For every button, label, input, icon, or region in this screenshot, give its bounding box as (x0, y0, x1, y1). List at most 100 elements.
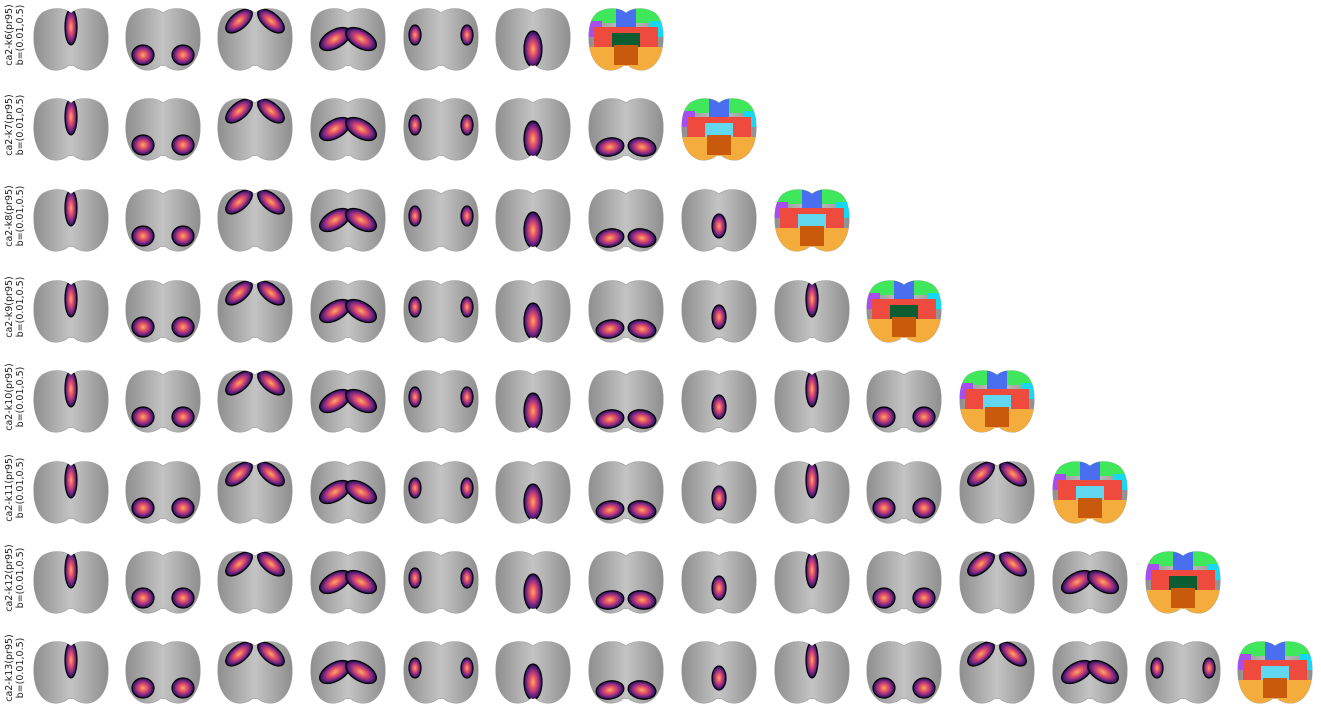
component-brain (588, 641, 664, 704)
row-label-model: ca2-k8(pr95) (4, 185, 15, 247)
component-map (308, 458, 388, 526)
row-label: ca2-k9(pr95) b=(0.01,0.5) (4, 267, 26, 347)
component-brain (681, 461, 757, 524)
component-map (215, 548, 295, 616)
component-brain (33, 189, 109, 252)
component-brain (774, 461, 850, 524)
component-brain (33, 280, 109, 343)
component-map (772, 277, 852, 345)
component-brain (1052, 641, 1128, 704)
component-map (31, 95, 111, 163)
component-brain (125, 370, 201, 433)
component-brain (959, 551, 1035, 614)
component-map (493, 548, 573, 616)
row-label-bounds: b=(0.01,0.5) (15, 185, 26, 247)
component-map (493, 458, 573, 526)
component-brain (310, 98, 386, 161)
component-map (493, 367, 573, 435)
component-map (864, 548, 944, 616)
component-brain (33, 370, 109, 433)
component-brain (310, 461, 386, 524)
component-map (308, 186, 388, 254)
component-map (215, 95, 295, 163)
component-brain (588, 551, 664, 614)
component-map (772, 367, 852, 435)
parcellation-brain (1145, 551, 1221, 614)
component-brain (217, 641, 293, 704)
row-label-bounds: b=(0.01,0.5) (15, 276, 26, 338)
component-map (864, 458, 944, 526)
component-brain (310, 189, 386, 252)
component-brain (959, 461, 1035, 524)
component-map (493, 186, 573, 254)
component-map (1050, 548, 1130, 616)
component-brain (866, 370, 942, 433)
component-map (123, 458, 203, 526)
component-brain (495, 98, 571, 161)
parcellation-brain (959, 370, 1035, 433)
component-brain (495, 189, 571, 252)
component-map (123, 95, 203, 163)
component-brain (310, 8, 386, 71)
component-brain (310, 280, 386, 343)
component-brain (495, 8, 571, 71)
component-brain (495, 370, 571, 433)
row-label-bounds: b=(0.01,0.5) (15, 94, 26, 156)
component-brain (866, 551, 942, 614)
component-brain (588, 280, 664, 343)
component-map (308, 277, 388, 345)
component-map (308, 638, 388, 706)
component-map (772, 548, 852, 616)
component-map (215, 458, 295, 526)
component-map (679, 367, 759, 435)
component-map (123, 5, 203, 73)
component-map (123, 548, 203, 616)
row-label: ca2-k8(pr95) b=(0.01,0.5) (4, 176, 26, 256)
component-brain (774, 551, 850, 614)
parcellation-brain (774, 189, 850, 252)
component-brain (33, 641, 109, 704)
component-map (586, 186, 666, 254)
row-label-bounds: b=(0.01,0.5) (15, 366, 26, 428)
component-brain (1145, 641, 1221, 704)
row-label-model: ca2-k6(pr95) (4, 4, 15, 66)
component-map (31, 277, 111, 345)
component-map (772, 458, 852, 526)
component-brain (588, 370, 664, 433)
component-brain (774, 370, 850, 433)
component-map (586, 638, 666, 706)
component-brain (217, 461, 293, 524)
component-brain (125, 641, 201, 704)
row-label: ca2-k11(pr95) b=(0.01,0.5) (4, 448, 26, 528)
component-map (308, 367, 388, 435)
component-map (215, 186, 295, 254)
parcellation-map (1050, 458, 1130, 526)
component-brain (403, 189, 479, 252)
component-map (123, 186, 203, 254)
parcellation-brain (1237, 641, 1313, 704)
component-brain (866, 461, 942, 524)
row-label-model: ca2-k9(pr95) (4, 276, 15, 338)
component-map (586, 548, 666, 616)
component-brain (125, 8, 201, 71)
parcellation-map (772, 186, 852, 254)
component-map (31, 367, 111, 435)
row-label-bounds: b=(0.01,0.5) (15, 457, 26, 519)
component-brain (403, 370, 479, 433)
component-brain (495, 461, 571, 524)
component-brain (403, 280, 479, 343)
component-map (586, 95, 666, 163)
component-map (31, 638, 111, 706)
parcellation-map (586, 5, 666, 73)
row-label: ca2-k6(pr95) b=(0.01,0.5) (4, 0, 26, 75)
component-brain (125, 280, 201, 343)
component-map (401, 548, 481, 616)
component-map (679, 277, 759, 345)
component-brain (33, 461, 109, 524)
row-label-bounds: b=(0.01,0.5) (15, 4, 26, 66)
component-brain (681, 641, 757, 704)
component-brain (310, 641, 386, 704)
component-brain (217, 280, 293, 343)
component-brain (217, 189, 293, 252)
